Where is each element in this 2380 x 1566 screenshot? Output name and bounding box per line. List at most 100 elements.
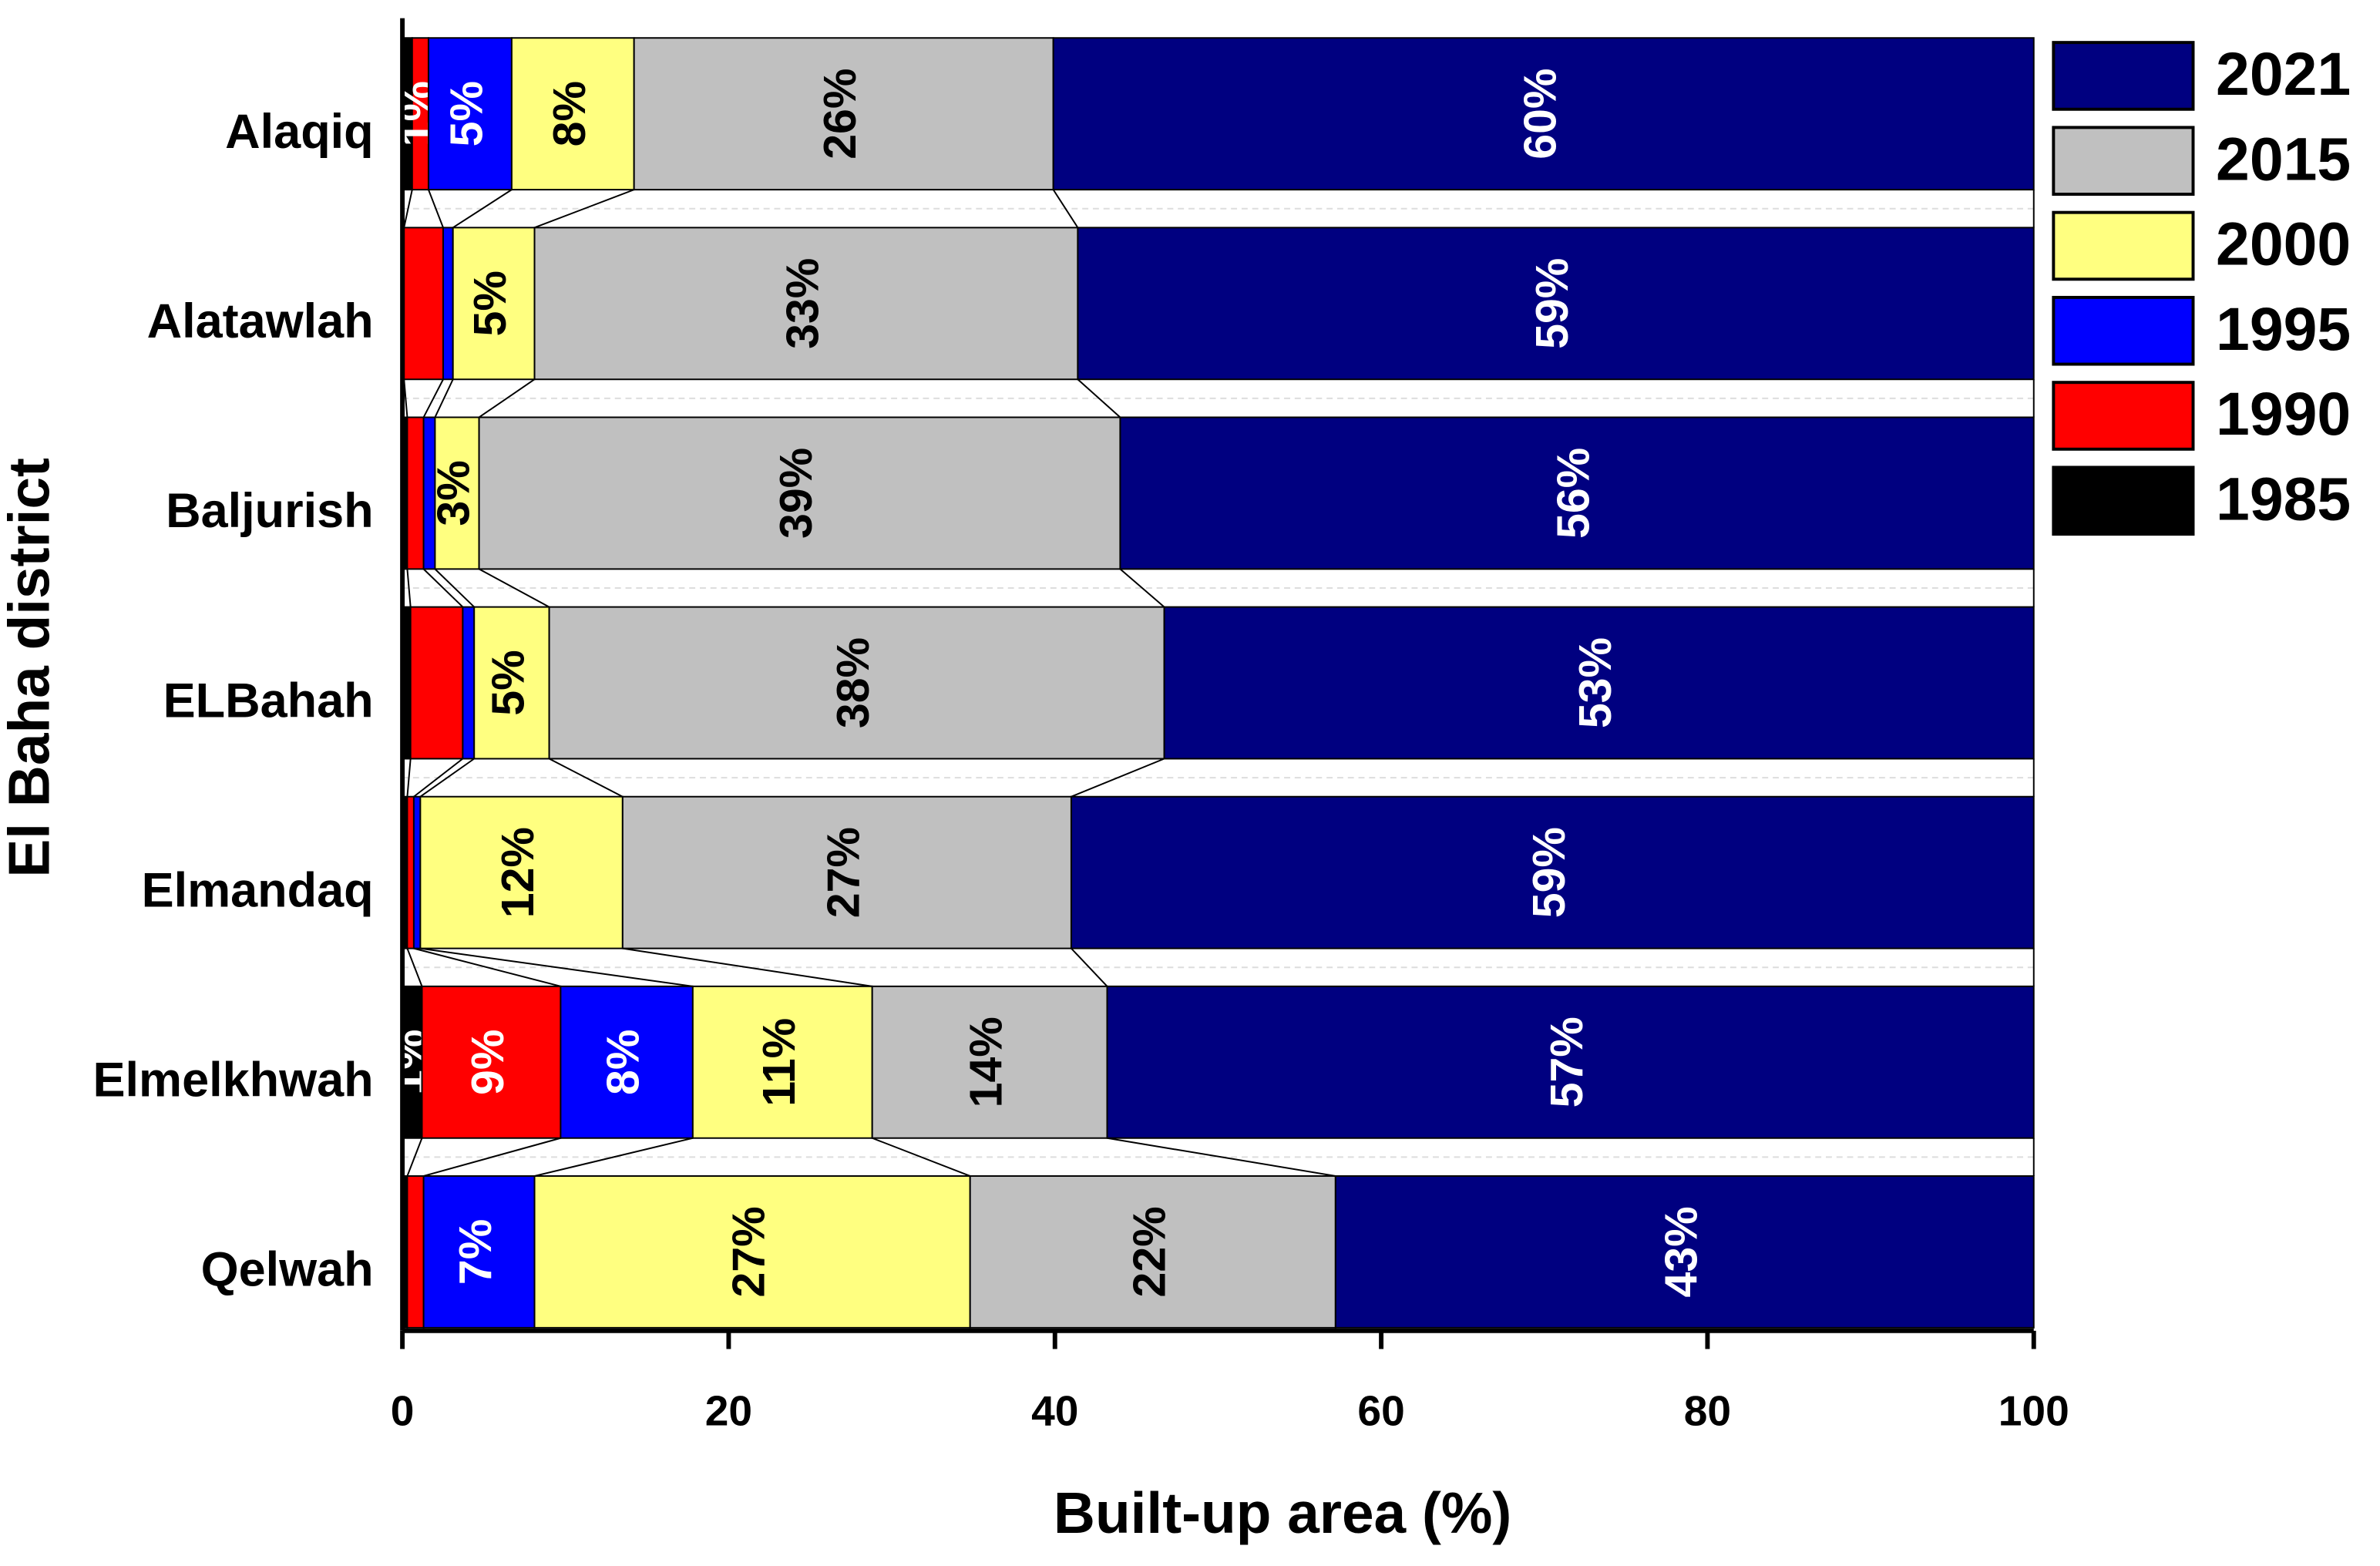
value-label: 5%: [483, 650, 534, 715]
value-label: 9%: [462, 1030, 513, 1095]
bar-segment: [442, 227, 454, 381]
connector: [1071, 758, 1165, 798]
connector: [413, 758, 464, 798]
connector: [420, 947, 693, 987]
x-tick-label: 80: [1684, 1387, 1731, 1435]
value-label: 11%: [754, 1018, 805, 1107]
connector: [434, 378, 454, 418]
connector: [422, 378, 444, 418]
x-tick-label: 100: [1998, 1387, 2069, 1435]
legend-label: 2000: [2216, 210, 2351, 278]
bar-segment: [1119, 416, 2035, 570]
y-tick-label: Alatawlah: [147, 294, 374, 348]
bar-segment: [633, 37, 1054, 191]
value-label: 56%: [1548, 448, 1599, 539]
legend-label: 1995: [2216, 295, 2351, 363]
bar-segment: [691, 985, 873, 1139]
value-label: 53%: [1570, 637, 1621, 728]
connector: [1071, 947, 1108, 987]
legend-label: 2015: [2216, 125, 2351, 193]
connector: [434, 568, 475, 608]
bar-segment: [1077, 227, 2035, 381]
legend-swatch: [2052, 126, 2195, 196]
y-tick-label: Elmelkhwah: [93, 1054, 374, 1107]
legend-swatch: [2052, 465, 2195, 536]
bar-segment: [533, 1174, 971, 1329]
x-tick-label: 20: [705, 1387, 752, 1435]
x-tick-label: 40: [1031, 1387, 1078, 1435]
bar-segment: [533, 227, 1079, 381]
connector: [534, 1137, 694, 1177]
bar-segment: [1070, 795, 2035, 949]
legend-swatch: [2052, 210, 2195, 281]
value-label: 33%: [778, 258, 829, 349]
connector: [622, 947, 872, 987]
value-label: 12%: [492, 827, 543, 918]
connector: [423, 1137, 561, 1177]
bar-segment: [621, 795, 1072, 949]
value-label: 3%: [429, 460, 479, 526]
legend-label: 1990: [2216, 380, 2351, 448]
value-label: 59%: [1527, 258, 1578, 349]
connector: [479, 378, 536, 418]
connector: [452, 189, 513, 229]
legend-label: 2021: [2216, 40, 2351, 108]
bar-segment: [412, 795, 422, 949]
bar-segment: [402, 985, 423, 1139]
connector: [1107, 1137, 1336, 1177]
legend-label: 1985: [2216, 465, 2351, 533]
value-label: 60%: [1514, 69, 1565, 160]
y-axis-title: El Baha district: [0, 458, 61, 878]
bar-segment: [1106, 985, 2035, 1139]
bar-segment: [969, 1174, 1336, 1329]
bar-segment: [510, 37, 635, 191]
connector: [428, 189, 444, 228]
y-tick-label: ELBahah: [163, 674, 374, 728]
connector: [422, 568, 464, 608]
connector: [1077, 378, 1121, 418]
connector: [413, 947, 561, 987]
bar-segment: [473, 606, 550, 760]
connector: [534, 189, 635, 229]
value-label: 7%: [450, 1219, 501, 1285]
connector: [549, 758, 624, 798]
y-tick-label: Baljurish: [166, 484, 374, 538]
connector: [479, 568, 550, 608]
value-label: 59%: [1524, 827, 1575, 918]
bar-segment: [478, 416, 1121, 570]
value-label: 27%: [818, 827, 869, 918]
x-tick-label: 0: [391, 1387, 415, 1435]
connector: [872, 1137, 971, 1177]
connector: [1052, 189, 1079, 228]
value-label: 38%: [828, 637, 879, 728]
value-label: 57%: [1541, 1017, 1592, 1107]
connector: [406, 1138, 423, 1177]
value-label: 39%: [771, 448, 822, 539]
y-tick-label: Alaqiq: [225, 105, 374, 159]
bar-segment: [403, 227, 444, 381]
connector: [406, 569, 412, 607]
bar-segment: [419, 795, 624, 949]
value-label: 5%: [442, 81, 492, 146]
bar-segment: [1052, 37, 2035, 191]
bar-segment: [406, 416, 425, 570]
bar-segment: [434, 416, 480, 570]
x-tick-label: 60: [1357, 1387, 1404, 1435]
connector: [419, 758, 475, 798]
bar-segment: [406, 795, 415, 949]
value-label: 22%: [1124, 1206, 1175, 1297]
y-tick-label: Elmandaq: [142, 863, 374, 917]
value-label: 8%: [544, 81, 595, 146]
bar-segment: [1334, 1174, 2035, 1329]
bar-segment: [452, 227, 536, 381]
x-axis-title: Built-up area (%): [1054, 1480, 1511, 1545]
value-label: 5%: [465, 271, 516, 336]
connector: [403, 189, 413, 228]
connector: [406, 948, 423, 987]
bar-segment: [462, 606, 476, 760]
y-tick-label: Qelwah: [201, 1243, 374, 1297]
value-label: 43%: [1656, 1206, 1706, 1297]
legend-swatch: [2052, 381, 2195, 451]
legend-swatch: [2052, 41, 2195, 111]
